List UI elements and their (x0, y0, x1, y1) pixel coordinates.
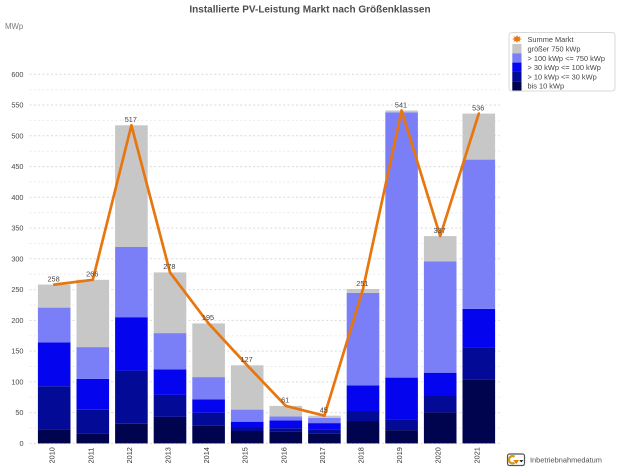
svg-text:150: 150 (11, 347, 23, 356)
svg-text:2015: 2015 (241, 447, 250, 463)
svg-text:541: 541 (395, 100, 407, 109)
svg-text:300: 300 (11, 254, 23, 263)
svg-text:2018: 2018 (357, 447, 366, 463)
svg-text:MWp: MWp (5, 22, 24, 31)
svg-text:größer 750 kWp: größer 750 kWp (528, 45, 581, 54)
svg-text:2014: 2014 (202, 447, 211, 463)
svg-text:258: 258 (48, 274, 60, 283)
svg-text:2020: 2020 (434, 447, 443, 463)
svg-text:Summe Markt: Summe Markt (528, 35, 574, 44)
svg-text:Inbetriebnahmedatum: Inbetriebnahmedatum (530, 455, 602, 464)
svg-text:127: 127 (241, 355, 253, 364)
svg-text:517: 517 (125, 115, 137, 124)
svg-text:bis 10 kWp: bis 10 kWp (528, 82, 565, 91)
svg-text:2010: 2010 (48, 447, 57, 463)
svg-text:> 30 kWp <= 100 kWp: > 30 kWp <= 100 kWp (528, 63, 601, 72)
svg-text:337: 337 (434, 226, 446, 235)
svg-text:500: 500 (11, 131, 23, 140)
svg-text:> 10 kWp <= 30 kWp: > 10 kWp <= 30 kWp (528, 72, 597, 81)
svg-text:0: 0 (19, 439, 23, 448)
svg-text:2016: 2016 (279, 447, 288, 463)
svg-text:195: 195 (202, 313, 214, 322)
svg-text:61: 61 (281, 396, 289, 405)
svg-text:2019: 2019 (395, 447, 404, 463)
svg-text:550: 550 (11, 101, 23, 110)
svg-text:200: 200 (11, 316, 23, 325)
svg-text:Installierte PV-Leistung Markt: Installierte PV-Leistung Markt nach Größ… (189, 5, 430, 16)
svg-text:2013: 2013 (164, 447, 173, 463)
svg-text:350: 350 (11, 224, 23, 233)
svg-text:450: 450 (11, 162, 23, 171)
svg-text:50: 50 (15, 408, 23, 417)
svg-text:2012: 2012 (125, 447, 134, 463)
svg-text:2021: 2021 (472, 447, 481, 463)
svg-text:536: 536 (472, 103, 484, 112)
svg-text:> 100 kWp <= 750 kWp: > 100 kWp <= 750 kWp (528, 54, 605, 63)
svg-text:266: 266 (86, 270, 98, 279)
svg-text:45: 45 (320, 406, 328, 415)
svg-text:250: 250 (11, 285, 23, 294)
svg-text:278: 278 (163, 262, 175, 271)
svg-text:100: 100 (11, 378, 23, 387)
svg-text:2011: 2011 (86, 448, 95, 464)
svg-text:2017: 2017 (318, 447, 327, 463)
svg-text:400: 400 (11, 193, 23, 202)
svg-text:251: 251 (356, 279, 368, 288)
svg-text:600: 600 (11, 70, 23, 79)
